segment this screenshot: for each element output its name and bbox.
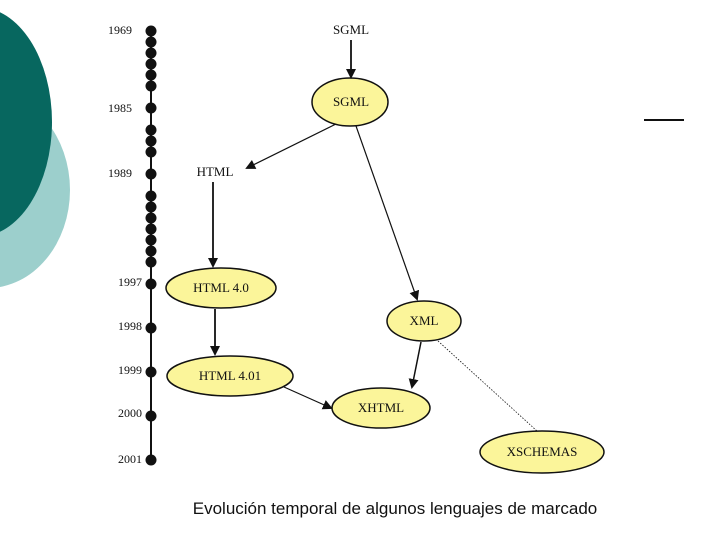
timeline-dot <box>145 58 157 70</box>
timeline-dot <box>145 366 157 378</box>
timeline-dot <box>145 36 157 48</box>
timeline-dot <box>145 256 157 268</box>
year-label-1969: 1969 <box>108 23 132 37</box>
year-label-1999: 1999 <box>118 363 142 377</box>
timeline-dot <box>145 25 157 37</box>
timeline-dot <box>145 410 157 422</box>
node-shapes <box>165 77 605 474</box>
timeline-dot <box>145 234 157 246</box>
diagram-caption: Evolución temporal de algunos lenguajes … <box>192 499 598 518</box>
node-label-sgml: SGML <box>332 94 370 109</box>
timeline-dot <box>145 80 157 92</box>
line-xml-to-xschemas <box>437 340 538 432</box>
node-label-html: HTML <box>196 164 234 179</box>
node-xml-ellipse <box>386 300 462 342</box>
timeline-dot <box>145 190 157 202</box>
node-label-xschemas: XSCHEMAS <box>506 444 578 459</box>
year-label-1985: 1985 <box>108 101 132 115</box>
arrow-xml-to-xhtml <box>408 341 422 389</box>
year-label-2001: 2001 <box>118 452 142 466</box>
node-label-sgml-source: SGML <box>332 22 370 37</box>
arrow-html401-to-xhtml <box>283 386 333 410</box>
timeline-dot <box>145 278 157 290</box>
timeline-dot <box>145 201 157 213</box>
timeline-dot <box>145 47 157 59</box>
decorative-teal-shapes <box>0 12 70 287</box>
arrow-sgml-to-html <box>245 123 337 169</box>
year-label-2000: 2000 <box>118 406 142 420</box>
teal-dark-circle <box>0 12 52 232</box>
timeline-dot <box>145 146 157 158</box>
timeline-dot <box>145 168 157 180</box>
year-label-1997: 1997 <box>118 275 142 289</box>
timeline-dots <box>145 25 157 466</box>
timeline-dot <box>145 102 157 114</box>
timeline <box>145 25 157 466</box>
timeline-dot <box>145 212 157 224</box>
timeline-dot <box>145 245 157 257</box>
node-label-html401: HTML 4.01 <box>198 368 262 383</box>
node-html40-ellipse <box>165 267 277 309</box>
node-html401-ellipse <box>166 355 294 397</box>
node-label-xml: XML <box>409 313 439 328</box>
node-xschemas-ellipse <box>479 430 605 474</box>
timeline-dot <box>145 124 157 136</box>
year-label-1998: 1998 <box>118 319 142 333</box>
timeline-dot <box>145 223 157 235</box>
year-label-1989: 1989 <box>108 166 132 180</box>
node-label-xhtml: XHTML <box>357 400 405 415</box>
arrow-sgml-to-xml <box>355 125 420 301</box>
timeline-dot <box>145 69 157 81</box>
timeline-dot <box>145 454 157 466</box>
connectors <box>208 40 538 432</box>
timeline-dot <box>145 322 157 334</box>
timeline-dot <box>145 135 157 147</box>
node-label-html40: HTML 4.0 <box>193 280 249 295</box>
